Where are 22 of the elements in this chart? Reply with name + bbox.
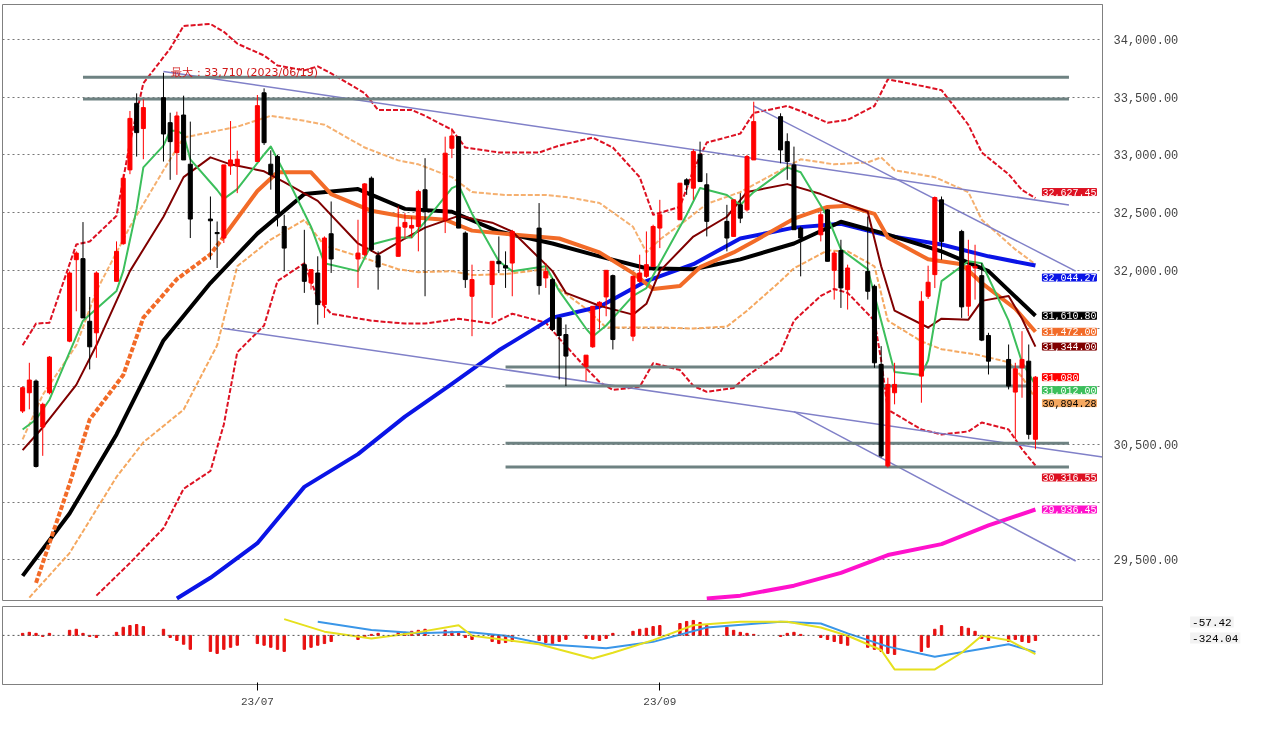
- data-label: 32,627.45: [1042, 187, 1097, 199]
- y-tick-label: 34,000.00: [1113, 33, 1179, 48]
- data-label: 30,316.55: [1042, 473, 1097, 484]
- text: -324.04: [1192, 632, 1239, 645]
- x-tick-label: 23/09: [643, 695, 677, 708]
- y-tick-label: 30,500.00: [1113, 438, 1179, 453]
- y-tick-label: 32,000.00: [1113, 265, 1179, 280]
- y-tick-label: 33,000.00: [1113, 149, 1179, 164]
- data-label: 31,012.00: [1042, 385, 1097, 397]
- y-tick-label: 29,500.00: [1113, 554, 1179, 569]
- text: 31,080: [1042, 372, 1079, 384]
- y-tick-label: 32,500.00: [1113, 207, 1179, 222]
- annotation: 最大 : 33,710 (2023/06/19): [171, 66, 319, 80]
- y-tick-label: 33,500.00: [1113, 91, 1179, 106]
- data-label: 31,344.00: [1042, 342, 1097, 354]
- data-label: 29,936.45: [1042, 504, 1097, 516]
- data-label: 31,610.80: [1042, 311, 1097, 323]
- text: -57.42: [1192, 616, 1232, 629]
- data-label: 32,044.27: [1042, 273, 1097, 285]
- data-label: 31,472.00: [1042, 327, 1097, 339]
- x-tick-label: 23/07: [240, 695, 274, 708]
- data-label: 30,894.28: [1042, 398, 1097, 410]
